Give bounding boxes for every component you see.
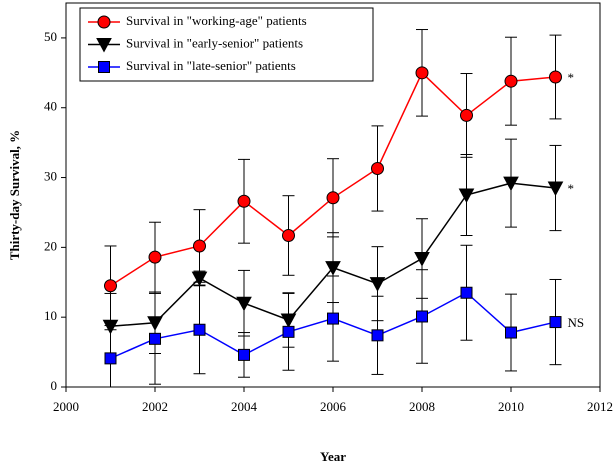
marker: [416, 310, 428, 323]
marker: [505, 326, 517, 339]
marker: [104, 279, 117, 293]
marker: [102, 319, 119, 335]
marker: [238, 348, 250, 361]
marker: [193, 323, 206, 336]
marker: [414, 252, 430, 267]
marker: [325, 261, 341, 276]
annotation: *: [568, 70, 575, 85]
x-axis-title: Year: [320, 449, 346, 464]
x-tick-label: 2002: [142, 399, 168, 414]
marker: [149, 332, 161, 345]
y-axis-title: Thirty-day Survival, %: [7, 130, 22, 260]
marker: [503, 176, 519, 192]
marker: [549, 316, 562, 329]
marker: [326, 191, 340, 205]
y-tick-label: 0: [51, 378, 58, 393]
marker: [460, 108, 473, 122]
marker: [327, 312, 339, 325]
legend-label: Survival in "working-age" patients: [126, 13, 307, 28]
marker: [458, 188, 475, 204]
annotation: NS: [568, 315, 585, 330]
marker: [415, 66, 429, 80]
x-tick-label: 2006: [320, 399, 347, 414]
marker: [193, 239, 206, 253]
legend-marker: [96, 38, 112, 53]
marker: [237, 194, 251, 208]
marker: [460, 286, 473, 299]
y-tick-label: 10: [44, 308, 57, 323]
x-tick-label: 2004: [231, 399, 258, 414]
legend-marker: [97, 15, 111, 29]
x-tick-label: 2000: [53, 399, 79, 414]
annotation: *: [568, 181, 575, 196]
y-tick-label: 20: [44, 238, 57, 253]
marker: [369, 277, 386, 292]
y-tick-label: 40: [44, 99, 57, 114]
y-tick-label: 50: [44, 29, 57, 44]
marker: [549, 70, 562, 84]
legend-label: Survival in "late-senior" patients: [126, 58, 296, 73]
marker: [236, 296, 252, 312]
x-tick-label: 2010: [498, 399, 524, 414]
marker: [148, 250, 162, 264]
legend-box: [79, 7, 374, 82]
marker: [191, 271, 208, 287]
x-tick-label: 2008: [409, 399, 435, 414]
marker: [104, 352, 117, 365]
marker: [282, 228, 295, 242]
marker: [282, 325, 295, 338]
y-tick-label: 30: [44, 169, 57, 184]
marker: [371, 161, 384, 175]
marker: [371, 329, 384, 342]
legend-label: Survival in "early-senior" patients: [126, 35, 303, 50]
marker: [547, 181, 564, 197]
x-tick-label: 2012: [587, 399, 613, 414]
legend-marker: [98, 61, 110, 73]
marker: [504, 74, 518, 88]
